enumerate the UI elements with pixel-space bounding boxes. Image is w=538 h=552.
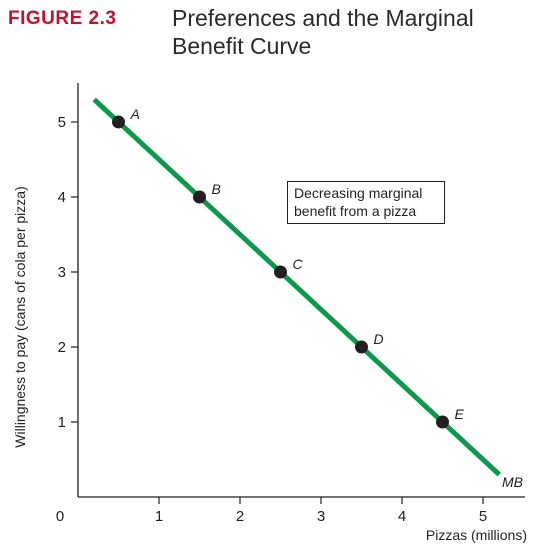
x-tick-label: 4 [398, 508, 406, 525]
series-label-mb: MB [502, 474, 523, 490]
y-tick-label: 3 [58, 264, 66, 281]
point-label-d: D [374, 331, 384, 347]
x-tick-label: 5 [479, 508, 487, 525]
figure-title: Preferences and the Marginal Benefit Cur… [172, 5, 474, 59]
y-tick-label: 4 [58, 189, 66, 206]
point-b [193, 190, 206, 204]
figure-label: FIGURE 2.3 [8, 8, 117, 29]
point-a [112, 115, 125, 129]
point-d [355, 340, 368, 354]
point-label-c: C [293, 256, 304, 272]
point-label-a: A [130, 106, 140, 122]
x-axis-title: Pizzas (millions) [426, 527, 527, 543]
x-tick-label: 1 [155, 508, 163, 525]
point-label-e: E [455, 406, 465, 422]
x-tick-label: 0 [56, 508, 64, 525]
y-tick-label: 1 [58, 414, 66, 431]
point-e [436, 415, 449, 429]
x-tick-label: 2 [236, 508, 244, 525]
annotation-box: Decreasing marginal benefit from a pizza [287, 181, 445, 224]
point-label-b: B [212, 181, 221, 197]
x-tick-label: 3 [317, 508, 325, 525]
point-c [274, 265, 287, 279]
y-axis-title: Willingness to pay (cans of cola per piz… [12, 186, 28, 447]
y-tick-label: 2 [58, 339, 66, 356]
y-tick-label: 5 [58, 114, 66, 131]
mb-curve [92, 97, 501, 477]
